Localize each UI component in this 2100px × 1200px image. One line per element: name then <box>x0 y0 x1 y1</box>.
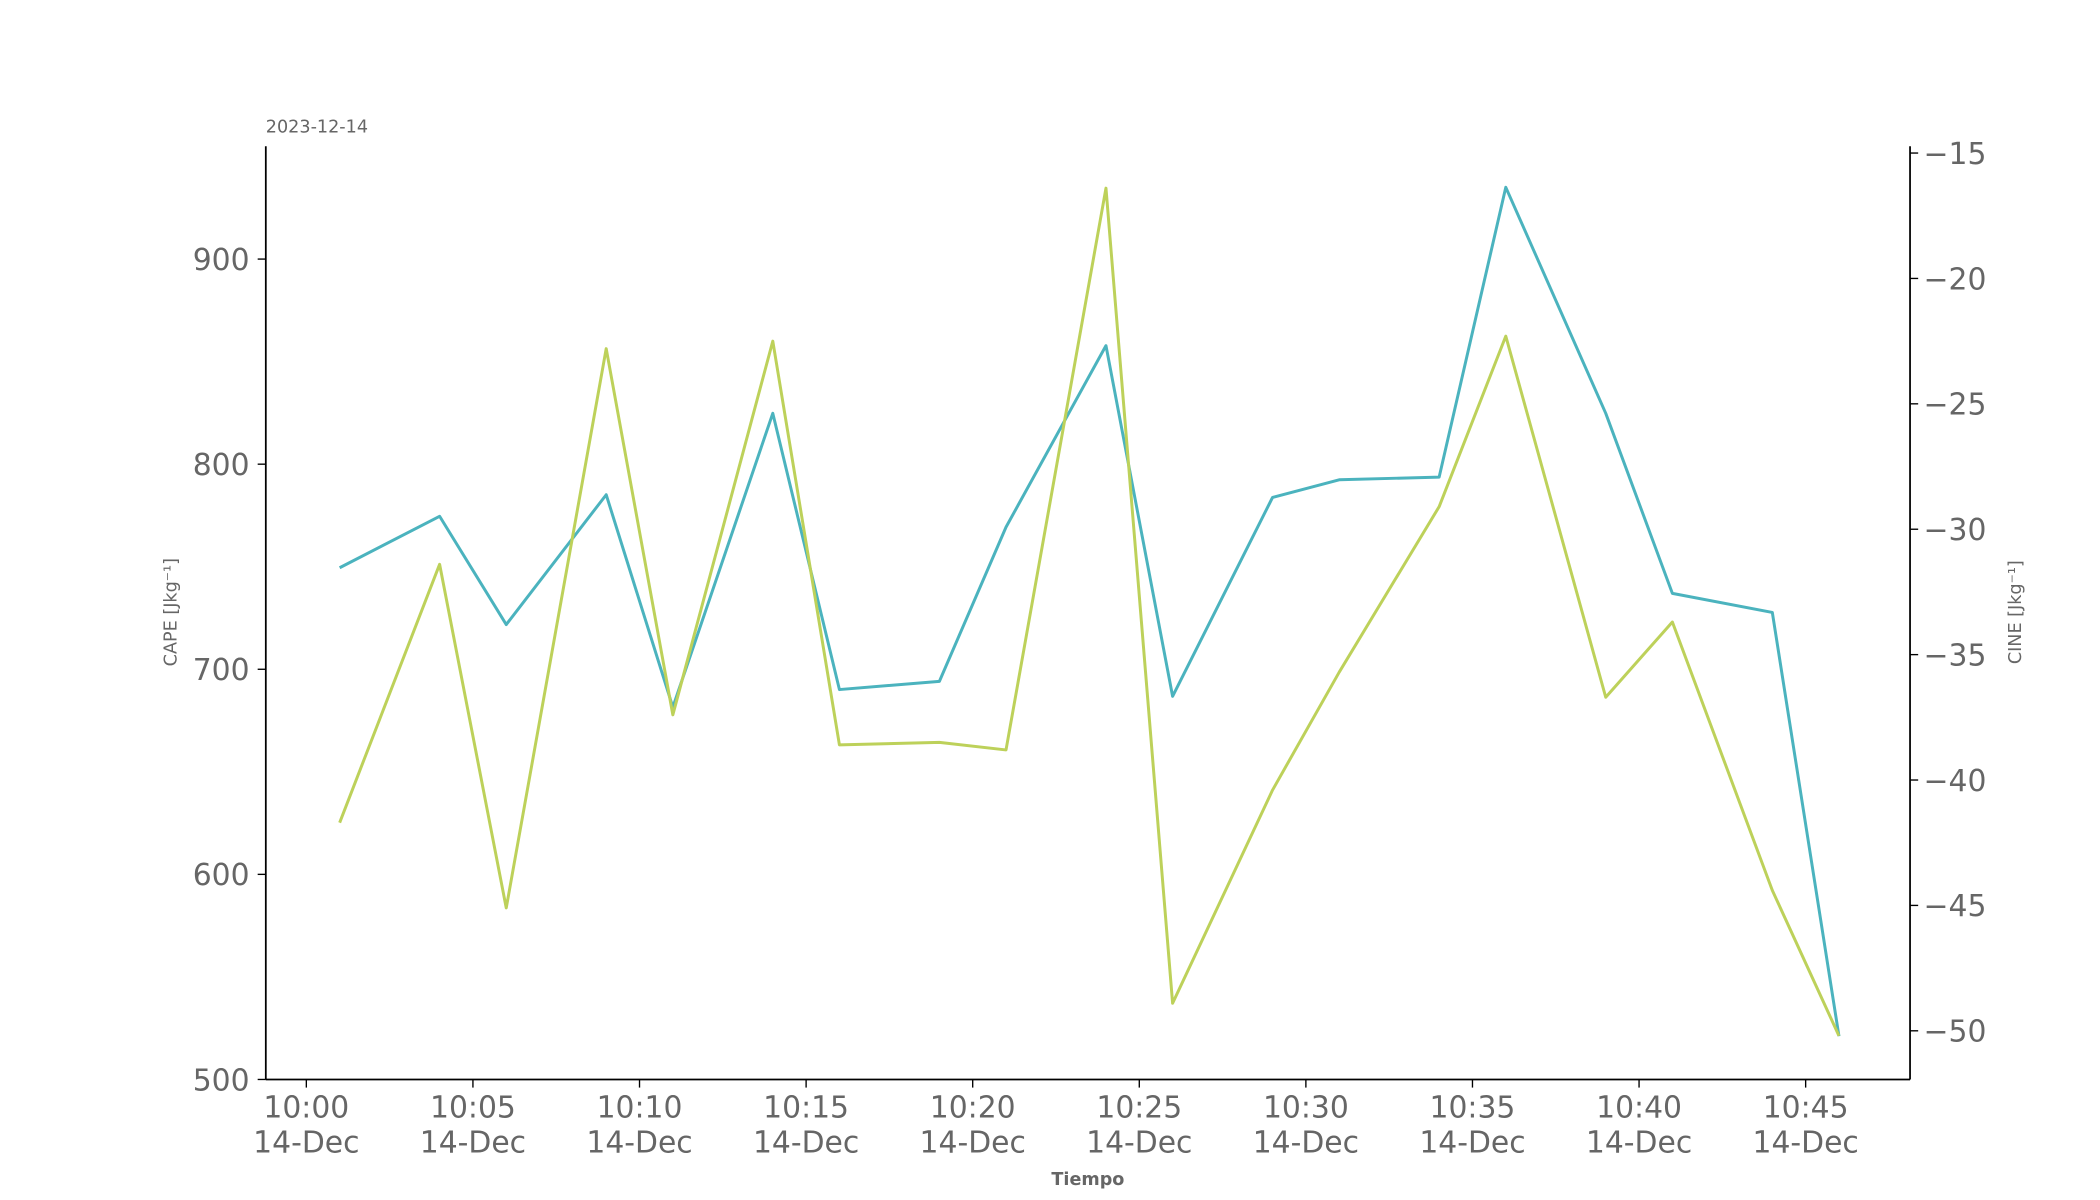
y-tick-label: 900 <box>193 243 250 278</box>
y2-tick-label: −45 <box>1924 889 1987 924</box>
x-tick-label: 10:40 14-Dec <box>1586 1090 1692 1160</box>
y-tick-label: 700 <box>193 653 250 688</box>
x-tick-label: 10:10 14-Dec <box>586 1090 692 1160</box>
x-tick-label: 10:35 14-Dec <box>1419 1090 1525 1160</box>
y-axis-label: CAPE [Jkg⁻¹] <box>161 558 181 666</box>
x-tick-label: 10:25 14-Dec <box>1086 1090 1192 1160</box>
x-tick-label: 10:00 14-Dec <box>253 1090 359 1160</box>
y2-tick-label: −30 <box>1924 513 1987 548</box>
x-tick-label: 10:05 14-Dec <box>420 1090 526 1160</box>
x-tick-label: 10:45 14-Dec <box>1753 1090 1859 1160</box>
y2-tick-label: −35 <box>1924 638 1987 673</box>
y2-tick-label: −15 <box>1924 137 1987 172</box>
x-tick-label: 10:30 14-Dec <box>1253 1090 1359 1160</box>
data-line <box>338 186 1841 1037</box>
date-annotation: 2023-12-14 <box>266 118 368 138</box>
x-tick-label: 10:15 14-Dec <box>753 1090 859 1160</box>
y2-tick-label: −40 <box>1924 764 1987 799</box>
y-tick-label: 800 <box>193 448 250 483</box>
y-tick-label: 500 <box>193 1063 250 1098</box>
x-axis-label: Tiempo <box>1051 1170 1124 1190</box>
y2-tick-label: −20 <box>1924 262 1987 297</box>
y2-axis-label: CINE [Jkg⁻¹] <box>2006 560 2026 664</box>
data-line <box>338 185 1841 1037</box>
y2-tick-label: −25 <box>1924 388 1987 423</box>
y2-tick-label: −50 <box>1924 1015 1987 1050</box>
x-tick-label: 10:20 14-Dec <box>920 1090 1026 1160</box>
y-tick-label: 600 <box>193 858 250 893</box>
